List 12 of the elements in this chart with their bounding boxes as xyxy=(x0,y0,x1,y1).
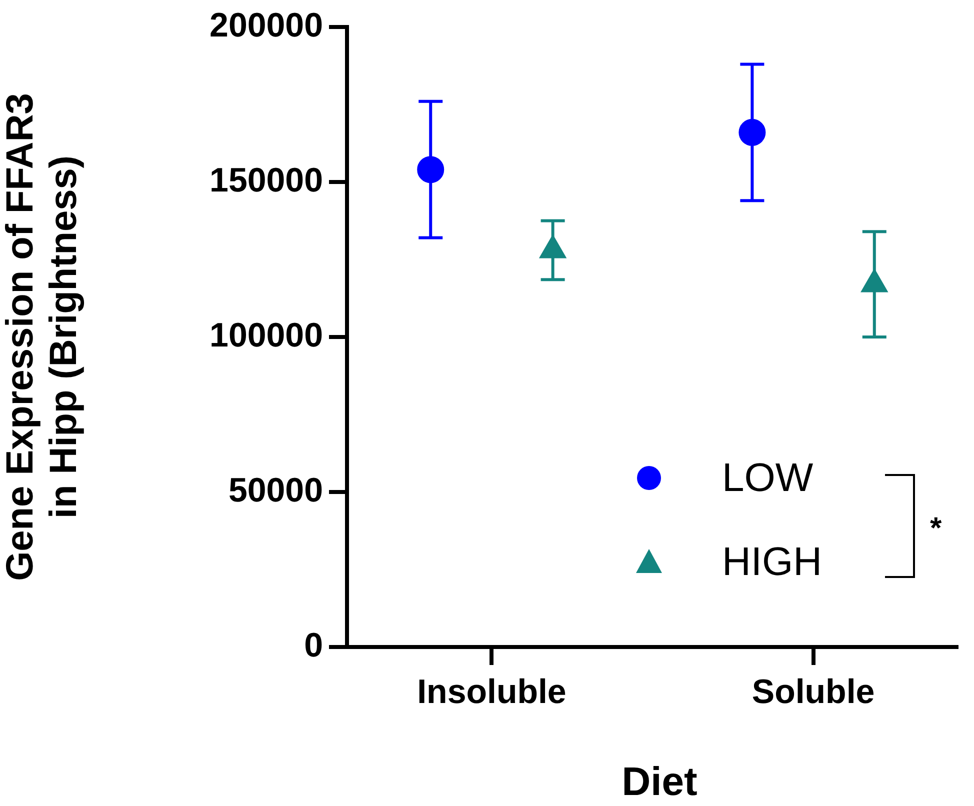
y-tick-label: 0 xyxy=(304,626,323,664)
y-axis-title: Gene Expression of FFAR3 in Hipp (Brightness) xyxy=(0,93,86,581)
y-tick-label: 100000 xyxy=(210,316,323,354)
y-tick-label: 50000 xyxy=(228,471,323,510)
x-tick-label: Soluble xyxy=(752,672,875,711)
x-axis-title: Diet xyxy=(0,758,974,806)
x-tick-label: Insoluble xyxy=(417,672,566,711)
annotation: * xyxy=(930,512,942,546)
legend-label: HIGH xyxy=(722,540,822,584)
y-tick-label: 150000 xyxy=(210,161,323,200)
legend-label: LOW xyxy=(722,456,814,500)
y-tick-label: 200000 xyxy=(210,6,323,44)
